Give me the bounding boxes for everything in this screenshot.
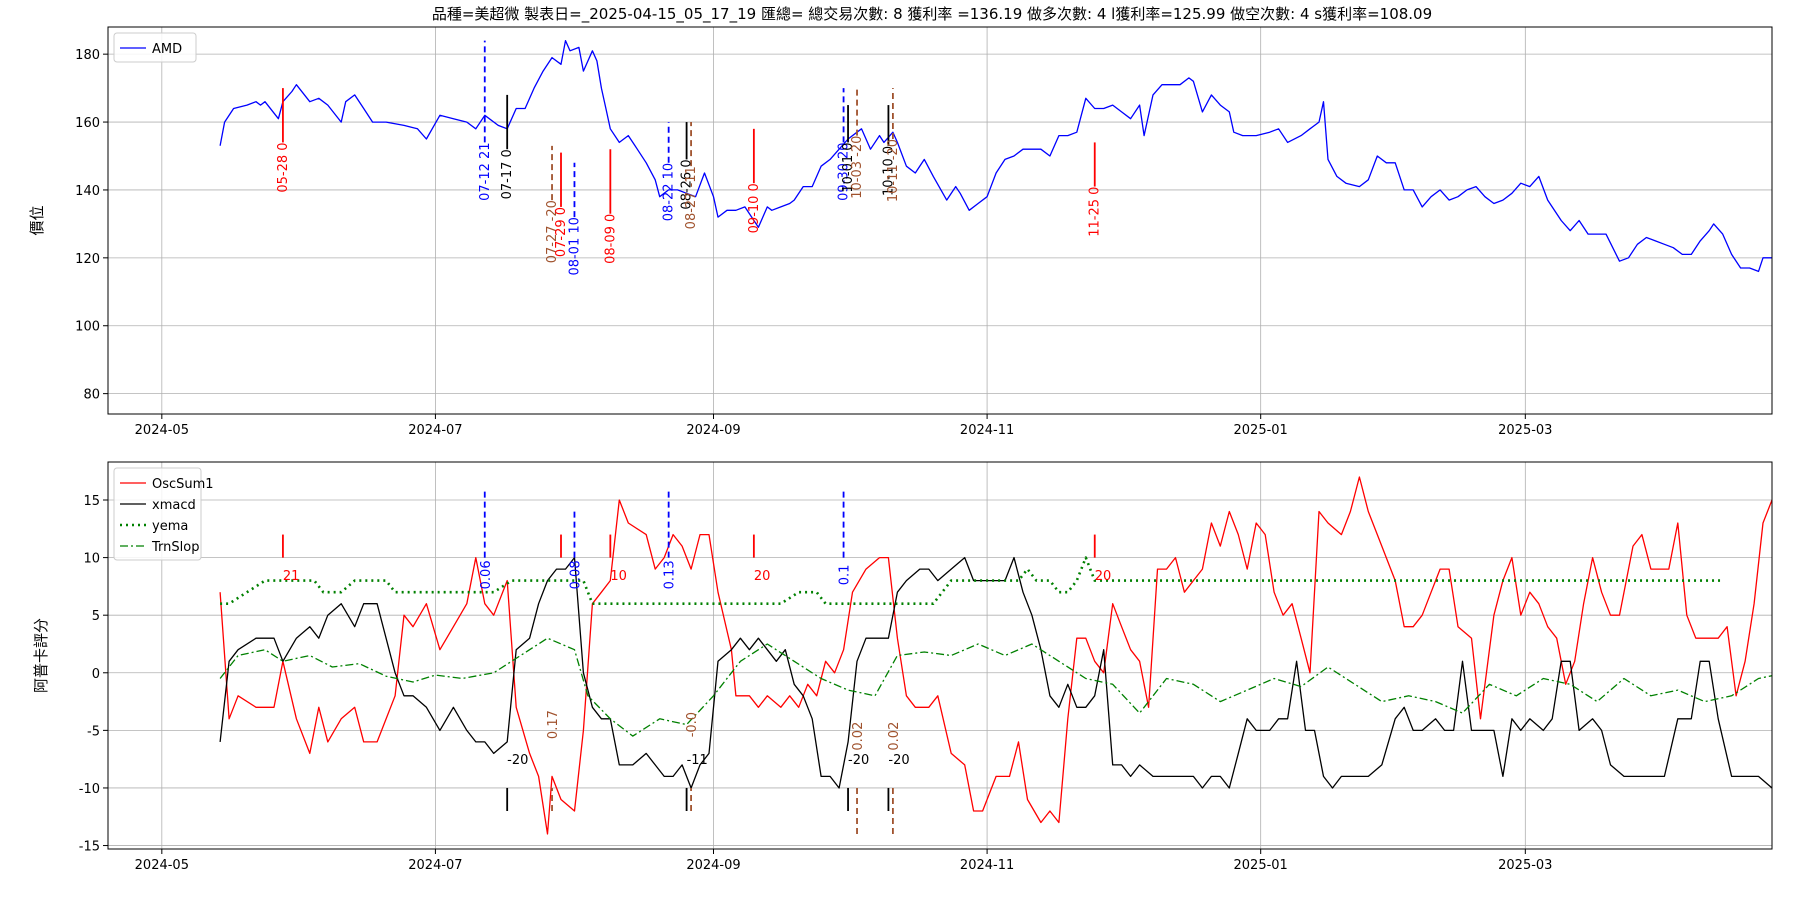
trade-marker-label: 10-10 0 — [881, 146, 896, 196]
grid-lines — [108, 462, 1772, 849]
legend-label: xmacd — [152, 498, 196, 513]
trade-marker-label: -0.0 — [685, 712, 700, 737]
price-panel: 2024-05 2024-07 2024-09 2024-11 2025-01 2025-… — [28, 26, 1773, 438]
y-axis-label: 阿普卡評分 — [32, 618, 50, 693]
trade-marker-label: -20 — [507, 753, 528, 768]
legend-label: OscSum1 — [152, 477, 214, 492]
trade-marker-label: 09-10 0 — [747, 183, 762, 233]
legend-label: TrnSlop — [151, 540, 199, 555]
trade-marker-label: 0.13 — [663, 560, 678, 589]
x-tick-label: 2025-01 — [1234, 423, 1288, 438]
series-line-trnslop — [219, 637, 1772, 737]
trade-marker-label: 09-30 20 — [837, 142, 852, 200]
axes-frame — [107, 461, 1773, 850]
y-tick-label: 80 — [83, 388, 100, 403]
axes-frame — [107, 26, 1773, 415]
trade-marker-label: 0.1 — [838, 565, 853, 586]
trade-marker-label: 0.06 — [479, 560, 494, 589]
legend-label: AMD — [152, 42, 182, 57]
series-line-oscsum1 — [219, 476, 1772, 835]
y-tick-label: 15 — [83, 494, 100, 509]
trade-marker-label: 11-25 0 — [1088, 187, 1103, 237]
trade-marker-label: 07-12 21 — [478, 142, 493, 200]
x-tick-label: 2025-01 — [1234, 858, 1288, 873]
trade-marker-label: 0.02 — [851, 722, 866, 751]
grid-lines — [108, 27, 1772, 414]
y-tick-label: 100 — [75, 320, 100, 335]
oscillator-panel: 2024-05 2024-07 2024-09 2024-11 2025-01 2025-… — [32, 461, 1773, 873]
trade-marker-label: 0.17 — [546, 710, 561, 739]
y-axis-label: 價位 — [28, 205, 46, 235]
y-tick-label: 0 — [92, 667, 100, 682]
legend-box — [113, 467, 202, 561]
series-line-amd — [219, 39, 1772, 273]
legend: AMD — [113, 32, 197, 63]
y-tick-label: 140 — [75, 184, 100, 199]
y-tick-label: -5 — [87, 724, 100, 739]
x-tick-label: 2024-07 — [408, 423, 462, 438]
y-tick-label: -15 — [79, 840, 100, 855]
trade-marker-label: 0.02 — [887, 722, 902, 751]
plot-area — [219, 476, 1772, 835]
legend-label: yema — [152, 519, 188, 534]
trade-marker-label: 10-11 -20 — [886, 139, 901, 202]
trade-marker-label: 20 — [1095, 569, 1112, 584]
trade-marker-label: 10-03 -20 — [850, 136, 865, 199]
y-tick-label: 160 — [75, 116, 100, 131]
x-tick-label: 2025-03 — [1498, 423, 1552, 438]
y-tick-label: 120 — [75, 252, 100, 267]
trade-marker-label: -20 — [848, 753, 869, 768]
y-tick-label: 10 — [83, 552, 100, 567]
trade-marker-label: 07-17 0 — [500, 149, 515, 199]
trade-marker-label: 08-01 10 — [567, 217, 582, 275]
trade-marker-label: 08-09 0 — [603, 214, 618, 264]
x-tick-label: 2024-09 — [686, 858, 740, 873]
series-line-xmacd — [219, 556, 1772, 789]
trade-marker-label: 07-29 0 — [554, 207, 569, 257]
x-tick-label: 2025-03 — [1498, 858, 1552, 873]
legend: OscSum1 xmacd yema TrnSlop — [113, 467, 214, 561]
trade-marker-label: -20 — [888, 753, 909, 768]
trade-marker-label: 07-27 -20 — [545, 200, 560, 263]
x-tick-label: 2024-11 — [960, 423, 1014, 438]
trade-marker-label: 0.08 — [568, 560, 583, 589]
trade-marker-label: 08-26 0 — [680, 159, 695, 209]
x-tick-label: 2024-05 — [135, 423, 189, 438]
trade-marker-label: 08-27 -11 — [684, 166, 699, 229]
y-tick-label: 5 — [92, 609, 100, 624]
chart-title: 品種=美超微 製表日=_2025-04-15_05_17_19 匯總= 總交易次… — [432, 5, 1432, 24]
trade-marker-label: 21 — [283, 569, 300, 584]
y-tick-label: 180 — [75, 48, 100, 63]
x-tick-label: 2024-07 — [408, 858, 462, 873]
x-tick-label: 2024-11 — [960, 858, 1014, 873]
legend-box — [113, 32, 197, 63]
x-tick-label: 2024-09 — [686, 423, 740, 438]
trade-marker-label: -11 — [687, 753, 708, 768]
trade-marker-label: 08-22 10 — [662, 163, 677, 221]
x-tick-label: 2024-05 — [135, 858, 189, 873]
plot-area — [219, 39, 1772, 273]
trade-marker-label: 10 — [610, 569, 627, 584]
trade-marker-label: 20 — [754, 569, 771, 584]
trade-marker-label: 10-01 0 — [841, 142, 856, 192]
trade-marker-label: 05-28 0 — [276, 142, 291, 192]
y-tick-label: -10 — [79, 782, 100, 797]
series-line-yema — [220, 556, 1723, 606]
